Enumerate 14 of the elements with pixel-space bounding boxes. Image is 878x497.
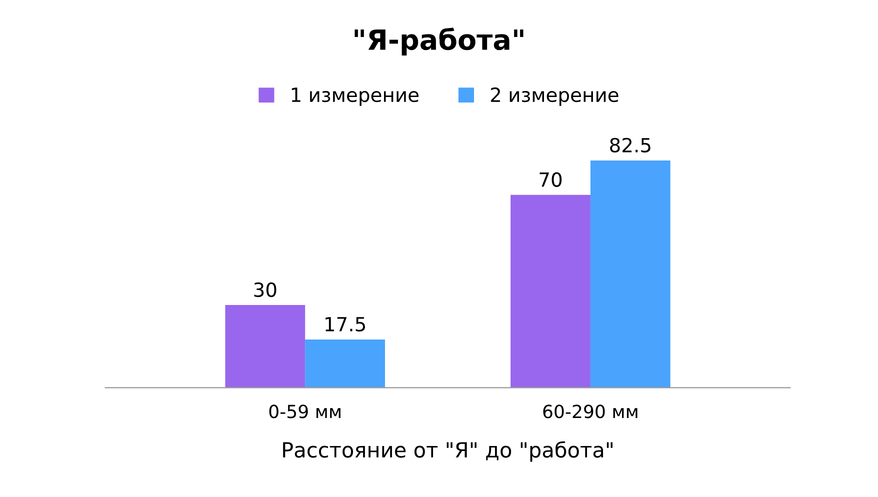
data-label: 70 — [540, 172, 562, 187]
bar — [305, 339, 386, 388]
bar — [225, 305, 306, 388]
x-axis-title: Расстояние от "Я" до "работа" — [283, 441, 612, 462]
x-tick-label: 0-59 мм — [269, 404, 340, 418]
bar — [510, 194, 590, 388]
legend-label: 2 измерение — [490, 87, 618, 106]
data-label: 17.5 — [326, 317, 366, 332]
data-label: 82.5 — [610, 138, 650, 153]
x-tick-label: 60-290 мм — [543, 404, 638, 418]
bar — [590, 160, 670, 388]
chart-title: "Я-работа" — [354, 28, 524, 56]
data-label: 30 — [254, 282, 276, 298]
legend-label: 1 измерение — [292, 88, 419, 106]
